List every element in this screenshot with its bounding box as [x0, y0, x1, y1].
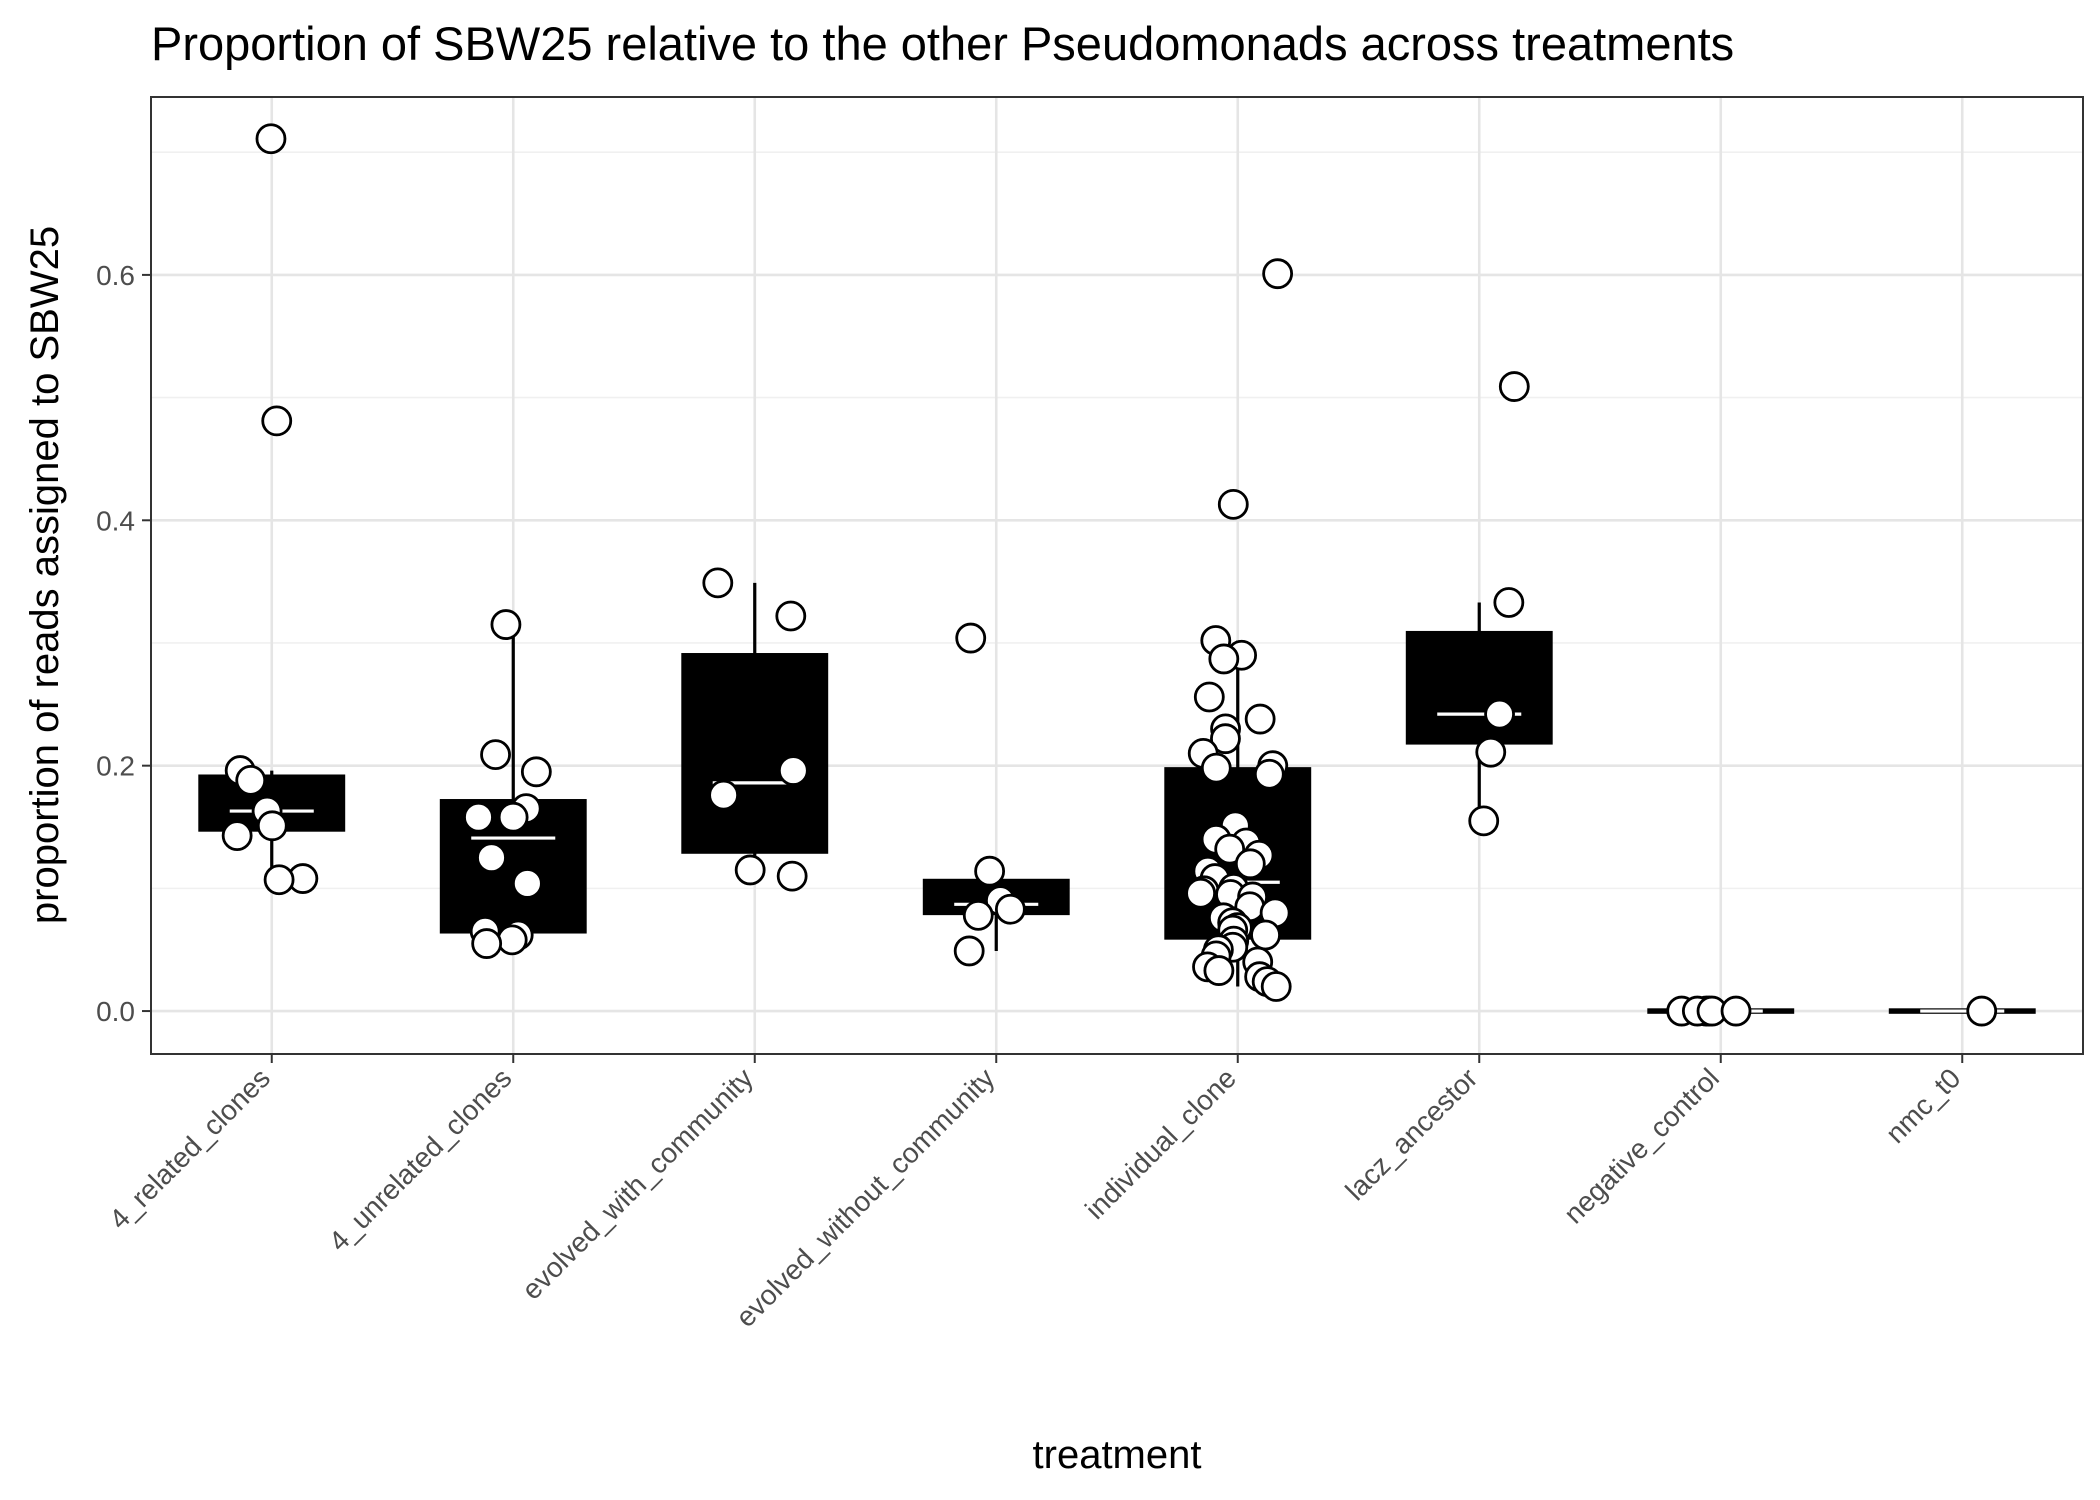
points-individual_clone [1185, 258, 1294, 1002]
data-point [1966, 995, 1998, 1027]
points-evolved_with_community [702, 567, 809, 892]
data-point [476, 842, 507, 874]
points-lacz_ancestor [1468, 371, 1530, 837]
x-axis-title: treatment [1033, 1433, 1202, 1477]
panel-border [150, 96, 2084, 1055]
data-point [1250, 919, 1281, 951]
data-point [490, 609, 522, 640]
data-point [463, 801, 494, 833]
points-evolved_without_community [953, 622, 1026, 967]
data-point [1244, 703, 1276, 735]
data-point [1234, 848, 1266, 880]
data-point [1475, 736, 1507, 768]
data-point [1493, 587, 1525, 618]
data-point [776, 860, 808, 892]
data-point [974, 855, 1006, 887]
data-point [1262, 258, 1294, 290]
data-point [511, 868, 543, 899]
data-point [1217, 488, 1249, 520]
points-4_related_clones [221, 123, 319, 896]
points-negative_control [1666, 995, 1752, 1027]
data-point [1210, 723, 1241, 755]
y-axis: 0.0 0.2 0.4 0.6 [96, 260, 151, 1027]
data-point [520, 756, 552, 788]
data-point [471, 928, 503, 959]
y-tick-label: 0.0 [96, 996, 135, 1027]
data-point [734, 854, 766, 886]
y-tick-label: 0.6 [96, 260, 135, 291]
data-point [702, 567, 734, 599]
data-point [255, 123, 287, 155]
data-point [1208, 643, 1240, 675]
data-point [496, 924, 528, 956]
data-point [1468, 805, 1500, 837]
data-point [221, 820, 253, 852]
chart-title: Proportion of SBW25 relative to the othe… [151, 17, 1734, 70]
data-point [1200, 752, 1232, 784]
data-point [955, 622, 987, 654]
y-tick-label: 0.2 [96, 751, 135, 782]
points-4_unrelated_clones [463, 609, 552, 959]
points [221, 123, 1998, 1027]
data-point [777, 755, 809, 786]
data-point [235, 764, 267, 796]
data-point [261, 405, 293, 437]
data-point [1193, 681, 1225, 713]
data-point [994, 893, 1026, 925]
data-point [1214, 833, 1246, 865]
data-point [1253, 758, 1285, 790]
data-point [480, 739, 511, 771]
data-point [1720, 995, 1752, 1027]
y-tick-label: 0.4 [96, 505, 135, 536]
y-axis-title: proportion of reads assigned to SBW25 [23, 226, 67, 924]
data-point [953, 935, 985, 967]
data-point [1185, 877, 1217, 909]
box-evolved_with_community [681, 582, 829, 877]
data-point [775, 600, 807, 632]
data-point [708, 779, 740, 811]
box-body [1405, 630, 1553, 745]
data-point [1203, 955, 1235, 986]
data-point [263, 864, 295, 896]
box-lacz_ancestor [1405, 602, 1553, 821]
data-point [497, 801, 529, 833]
box-nmc_t0 [1888, 1008, 2036, 1014]
box-body [681, 653, 829, 854]
points-nmc_t0 [1966, 995, 1998, 1027]
data-point [962, 899, 994, 931]
data-point [256, 810, 288, 842]
data-point [1484, 698, 1515, 730]
data-point [1498, 371, 1530, 402]
data-point [1260, 971, 1292, 1002]
